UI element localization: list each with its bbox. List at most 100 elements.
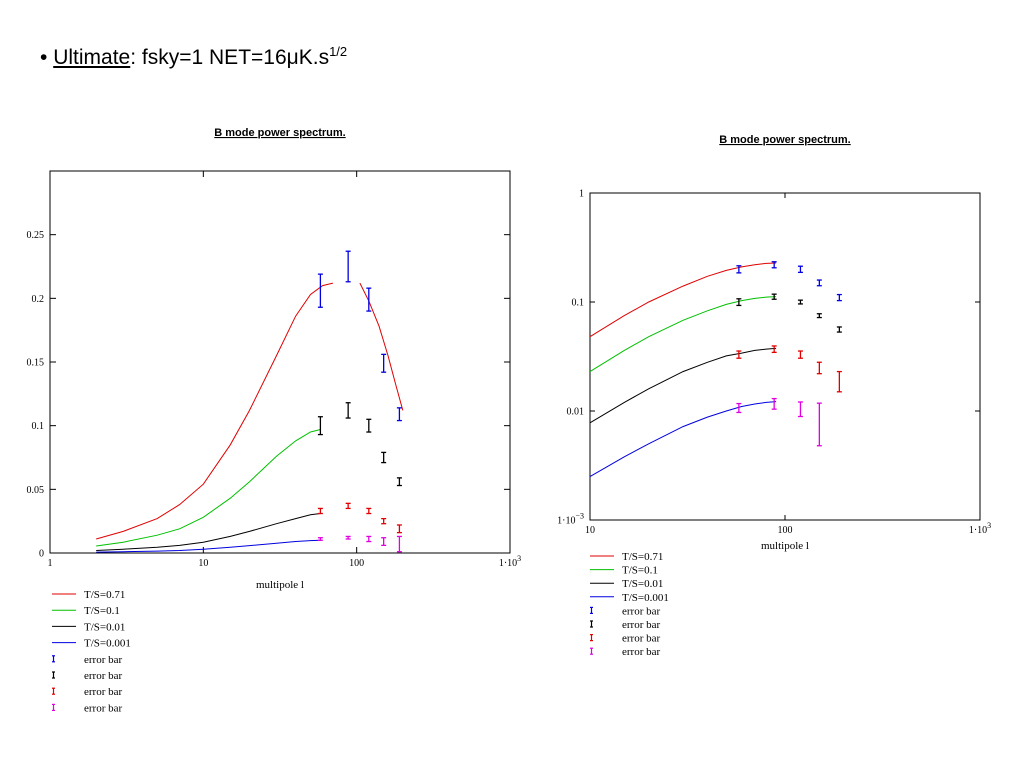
chart1-legend-label: T/S=0.1 [84,605,120,617]
chart1-error-bar [396,407,402,422]
chart2-legend-label: T/S=0.1 [622,565,658,577]
chart2-error-bar [736,402,742,414]
chart1-y-tick-label-text: 0.25 [27,230,45,241]
chart1-x-tick-label-text: 10 [198,558,208,569]
chart1-error-bar [345,402,351,419]
chart2-plot-frame [589,192,981,521]
chart2-error-bar [797,401,803,418]
chart1-title: B mode power spectrum. [214,127,345,139]
chart1-y-tick-label: 0.2 [32,294,45,305]
chart1-x-tick-label-text: 1·10 [499,558,517,569]
chart1-legend-item: T/S=0.001 [52,638,131,650]
chart2-legend-label-text: T/S=0.001 [622,592,669,604]
chart2-error-bar [771,397,777,410]
chart1-y-tick-label-text: 0.1 [32,421,45,432]
chart1-legend-label-text: T/S=0.001 [84,638,131,650]
chart2-legend-item: error bar [590,605,661,617]
chart1-legend-label-text: error bar [84,670,123,682]
chart2-y-tick-label-text: 1 [579,189,584,200]
chart2-legend-item: error bar [590,619,661,631]
headline-bullet: • [40,46,48,69]
chart1-y-tick-label-text: 0.05 [27,485,45,496]
headline-label: Ultimate [53,46,131,69]
chart1-x-tick-label-text: 1 [48,558,53,569]
chart1-error-bar [317,507,323,515]
chart2-legend-label-text: error bar [622,633,661,645]
chart1-error-bar [317,416,323,436]
chart2-series-line-1 [589,262,777,338]
chart1-legend-item: error bar [52,654,123,666]
chart1-y-tick-label: 0.1 [32,421,45,432]
chart2-title: B mode power spectrum. [719,134,850,146]
chart2-legend-label: error bar [622,619,661,631]
chart1-legend-label: T/S=0.01 [84,621,125,633]
chart1-x-axis-label: multipole l [256,579,304,591]
chart2-error-bar [771,261,777,269]
chart2-series-line-4 [589,401,777,478]
chart2-error-bar [836,370,842,393]
chart1-x-tick-label: 1 [48,558,53,569]
chart1-error-bar [366,418,372,433]
chart2-legend-label: error bar [622,646,661,658]
chart1-y-tick-label-text: 0.2 [32,294,45,305]
chart2-legend-label-text: error bar [622,619,661,631]
chart1-error-bar [396,477,402,487]
chart2-y-tick-label: 1·10−3 [557,512,584,527]
chart2-error-bar [816,361,822,375]
chart2-legend-label-text: error bar [622,646,661,658]
chart2-error-bar [736,350,742,359]
chart1-legend-label-text: error bar [84,654,123,666]
chart1-y-tick-label-text: 0 [39,549,44,560]
chart1-legend-label-text: error bar [84,702,123,714]
chart2-x-tick-label-text: 10 [585,525,595,536]
chart2-legend-item: T/S=0.01 [590,578,663,590]
chart2-x-tick-label: 1·103 [969,521,991,536]
chart1-error-bar [396,524,402,534]
chart1-series-line-4 [96,539,321,553]
chart2-x-tick-label-sup: 3 [987,521,991,530]
chart1-series-line-3 [96,513,321,551]
chart1-legend-item: T/S=0.01 [52,621,125,633]
chart-right-log: B mode power spectrum.10 100 1·1031·10−30.… [557,134,991,658]
chart2-legend-label-text: error bar [622,605,661,617]
chart1-legend-item: error bar [52,702,123,714]
chart2-legend-label: T/S=0.001 [622,592,669,604]
chart2-y-tick-label: 0.01 [567,407,585,418]
chart2-legend-item: error bar [590,633,661,645]
chart1-legend-item: error bar [52,670,123,682]
chart1-x-tick-label: 100 [349,558,364,569]
chart1-x-axis-label-text: multipole l [256,579,304,591]
chart2-error-bar [771,293,777,300]
chart2-error-bar [797,299,803,305]
chart1-legend-item: T/S=0.71 [52,589,125,601]
chart1-x-tick-label-sup: 3 [517,554,521,563]
chart1-error-bar [366,535,372,543]
chart1-error-bar [345,502,351,510]
chart1-error-bar [396,535,402,553]
chart2-legend-label: T/S=0.01 [622,578,663,590]
chart2-x-tick-label-text: 1·10 [969,525,987,536]
chart2-y-tick-label-sup: −3 [575,512,584,521]
chart1-series-line-1 [96,282,334,540]
chart2-error-bar [736,298,742,307]
chart1-error-bar [345,535,351,540]
chart1-title-text: B mode power spectrum. [214,127,345,139]
chart1-series-line-2 [96,429,321,547]
chart2-error-bar [736,265,742,274]
chart2-x-axis-label: multipole l [761,540,809,552]
chart2-legend-label-text: T/S=0.1 [622,565,658,577]
chart1-plot-frame [49,170,511,554]
chart2-x-tick-label: 100 [778,525,793,536]
chart2-error-bar [797,350,803,359]
chart1-x-tick-label: 1·103 [499,554,521,569]
headline-superscript: 1/2 [329,44,348,59]
chart1-error-bar [381,451,387,464]
chart2-legend-label: error bar [622,633,661,645]
chart2-y-tick-label-text: 0.01 [567,407,585,418]
chart2-title-text: B mode power spectrum. [719,134,850,146]
chart1-series-line-5 [359,282,404,411]
chart1-legend-item: error bar [52,686,123,698]
chart2-series-line-2 [589,296,777,373]
chart2-x-tick-label-text: 100 [778,525,793,536]
chart2-y-tick-label-text: 0.1 [572,298,585,309]
